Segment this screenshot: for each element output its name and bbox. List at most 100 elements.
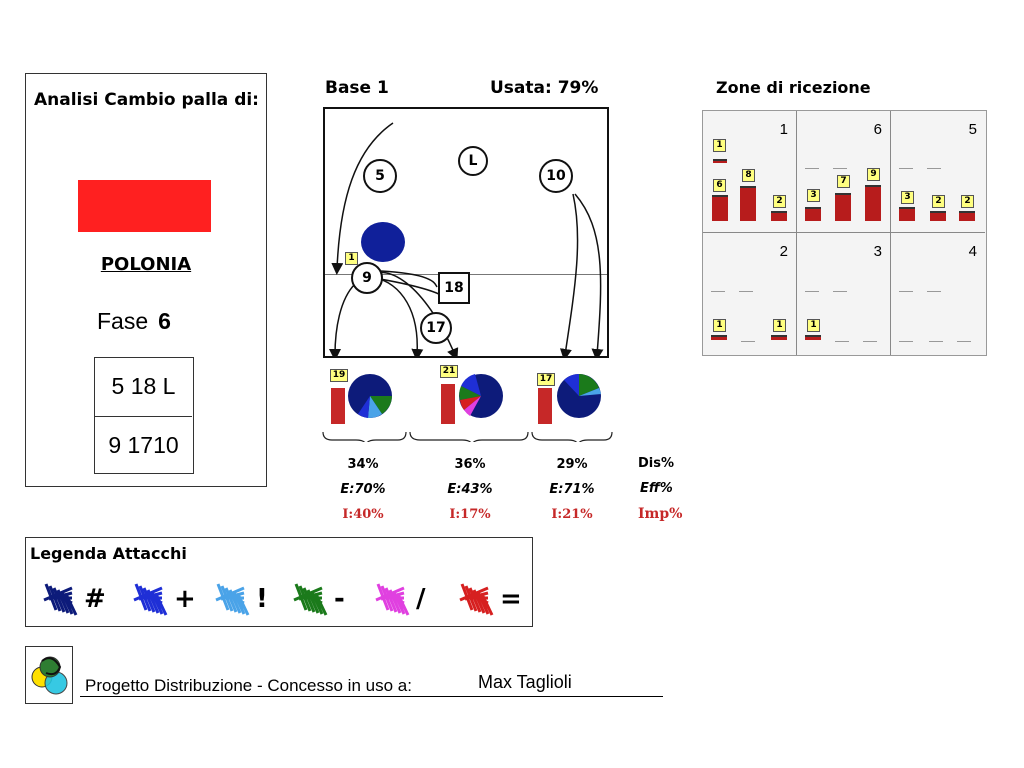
player-5: 5 (363, 159, 397, 193)
base-label: Base 1 (325, 78, 389, 98)
zone-badge: 6 (713, 179, 726, 192)
legend-symbol: + (174, 584, 196, 614)
legend-scribble-icon (459, 583, 494, 616)
dis-legend: Dis% (638, 456, 675, 471)
footer-text: Progetto Distribuzione - Concesso in uso… (85, 676, 412, 695)
rotation-line-2: 9 1710 (95, 416, 192, 474)
imp-3: I:21% (551, 507, 593, 522)
zone-bar (711, 335, 727, 340)
court-diagram: 5 L 10 9 18 17 1 (323, 107, 609, 358)
player-17: 17 (420, 312, 452, 344)
zone-label-6: 6 (873, 121, 882, 138)
legend-scribble-icon (375, 583, 410, 616)
fase-value: 6 (158, 308, 171, 334)
zone-label-5: 5 (968, 121, 977, 138)
zone-badge: 1 (773, 319, 786, 332)
zone-badge: 1 (713, 319, 726, 332)
legend-symbol: ! (256, 584, 268, 614)
zone-bar (771, 335, 787, 340)
logo-icon (31, 656, 68, 695)
dis-2: 36% (454, 457, 486, 472)
legend-symbol: - (334, 584, 345, 614)
zone-badge: 1 (713, 139, 726, 152)
zone-cell-6: 6 3 7 9 (797, 111, 891, 233)
team-color-swatch (78, 180, 211, 232)
attack-count-3: 17 (537, 373, 555, 386)
zone-title: Zone di ricezione (716, 78, 871, 97)
legend-symbol: # (84, 584, 106, 614)
zone-badge: 2 (961, 195, 974, 208)
legend-symbol: = (500, 584, 522, 614)
zone-bar (865, 185, 881, 221)
attack-bar-2 (441, 384, 455, 424)
zone-label-4: 4 (968, 243, 977, 260)
eff-3: E:71% (549, 482, 595, 497)
analysis-panel: Analisi Cambio palla di: POLONIA Fase 6 5… (25, 73, 267, 487)
zone-badge: 3 (807, 189, 820, 202)
zone-bar (930, 211, 946, 221)
rotation-line-1: 5 18 L (111, 373, 176, 399)
zone-badge: 2 (932, 195, 945, 208)
legend-symbol: / (416, 584, 426, 614)
zone-grid: 1 1 6 8 2 6 3 7 9 5 3 2 2 2 1 1 (702, 110, 987, 356)
imp-2: I:17% (449, 507, 491, 522)
player-10: 10 (539, 159, 573, 193)
zone-bar (959, 211, 975, 221)
fase-row: Fase 6 (97, 308, 171, 335)
zone-bar (835, 193, 851, 221)
analysis-title: Analisi Cambio palla di: (34, 90, 259, 110)
attack-distribution (322, 374, 613, 442)
imp-legend: Imp% (638, 506, 683, 522)
attack-count-1: 19 (330, 369, 348, 382)
zone-bar (712, 195, 728, 221)
legend-scribble-icon (293, 583, 328, 616)
attack-bar-3 (538, 388, 552, 424)
player-9: 9 (351, 262, 383, 294)
legend-scribble-icon (133, 583, 168, 616)
zone-badge: 1 (807, 319, 820, 332)
zone-bar (740, 186, 756, 221)
dis-3: 29% (556, 457, 588, 472)
legend-scribble-icon (43, 583, 78, 616)
team-name: POLONIA (26, 254, 266, 275)
attack-legend: Legenda Attacchi # +! - / = (25, 537, 533, 627)
zone-label-2: 2 (779, 243, 788, 260)
footer-underline (80, 696, 663, 697)
fase-label: Fase (97, 308, 149, 334)
zone-cell-1: 1 1 6 8 2 (703, 111, 797, 233)
footer-user: Max Taglioli (478, 672, 572, 692)
zone-bar (805, 335, 821, 340)
zone-cell-2: 2 1 1 (703, 233, 797, 355)
eff-2: E:43% (447, 482, 493, 497)
zone-badge: 3 (901, 191, 914, 204)
legend-scribble-icon (215, 583, 250, 616)
eff-1: E:70% (340, 482, 386, 497)
zone-bar (899, 207, 915, 221)
zone-bar (713, 159, 727, 163)
trajectory-arrows (329, 122, 604, 356)
zone-label-1: 1 (779, 121, 788, 138)
attack-bar-1 (331, 388, 345, 424)
player-18: 18 (438, 272, 470, 304)
zone-badge: 2 (773, 195, 786, 208)
zone-badge: 9 (867, 168, 880, 181)
team-name-text: POLONIA (100, 254, 192, 275)
rotation-box: 5 18 L 9 1710 (94, 357, 194, 474)
zone-cell-4: 4 (891, 233, 985, 355)
zone-label-3: 3 (873, 243, 882, 260)
eff-legend: Eff% (640, 481, 673, 496)
imp-1: I:40% (342, 507, 384, 522)
legend-title: Legenda Attacchi (30, 544, 187, 563)
zone-bar (805, 207, 821, 221)
usata-label: Usata: 79% (490, 78, 599, 98)
app-logo (25, 646, 73, 704)
court-count-badge: 1 (345, 252, 358, 265)
attack-count-2: 21 (440, 365, 458, 378)
zone-cell-3: 3 1 (797, 233, 891, 355)
setter-zone-ball (361, 222, 405, 262)
zone-bar (771, 211, 787, 221)
zone-badge: 7 (837, 175, 850, 188)
dis-1: 34% (347, 457, 379, 472)
player-libero: L (458, 146, 488, 176)
zone-badge: 8 (742, 169, 755, 182)
